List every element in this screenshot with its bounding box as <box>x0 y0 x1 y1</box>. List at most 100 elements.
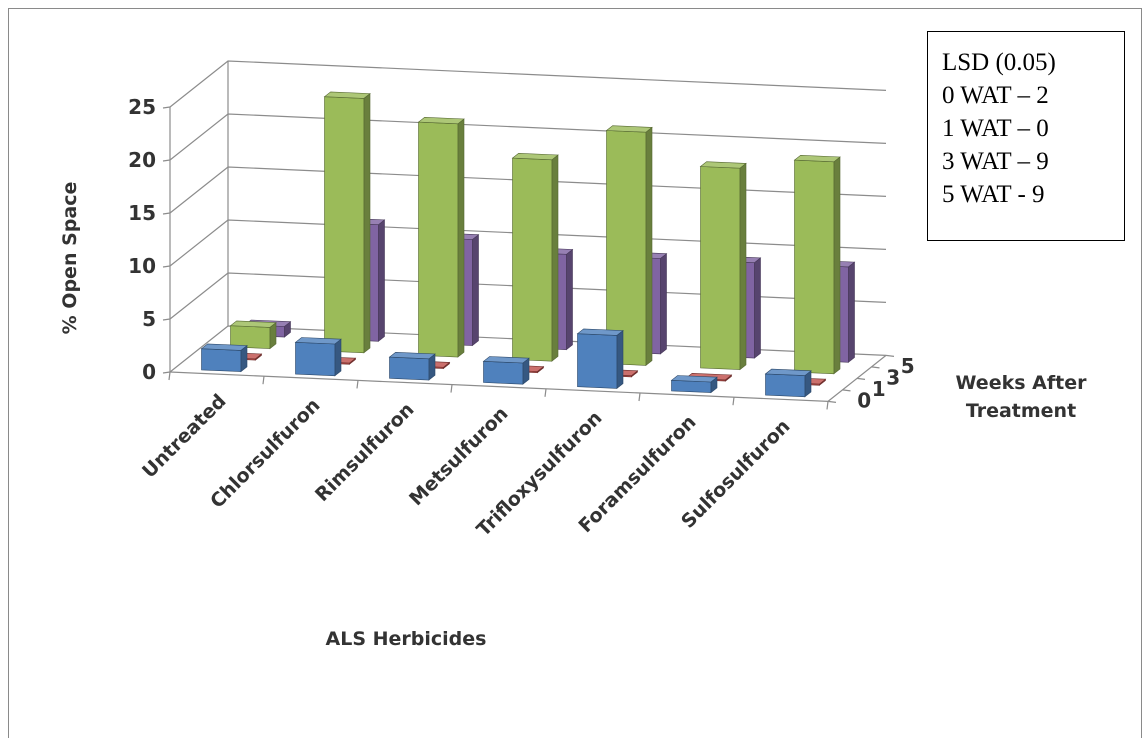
y-tick-mark <box>162 106 171 109</box>
bar-0-sulfosulfuron <box>764 368 812 398</box>
x-tick-mark <box>168 371 171 381</box>
x-tick-mark <box>638 392 641 402</box>
bar-3-metsulfuron <box>511 152 559 362</box>
depth-tick-label: 1 <box>872 377 886 401</box>
bar-side-face <box>739 162 747 371</box>
bar-0-chlorsulfuron <box>294 337 342 377</box>
bar-side-face <box>457 118 465 358</box>
y-tick-mark <box>162 212 171 215</box>
bar-top-face <box>699 161 747 169</box>
bar-3-trifloxysulfuron <box>605 125 653 367</box>
bar-3-untreated <box>229 320 277 350</box>
bar-top-face <box>764 368 812 376</box>
bar-side-face <box>833 156 841 375</box>
y-tick-mark <box>162 318 171 321</box>
chart-frame <box>8 8 1142 738</box>
depth-tick-mark <box>885 354 895 357</box>
y-axis-title: % Open Space <box>59 182 81 335</box>
bar-front-face <box>765 373 806 398</box>
bar-3-sulfosulfuron <box>793 154 841 375</box>
depth-tick-mark <box>827 400 837 403</box>
bar-side-face <box>551 154 559 362</box>
bar-side-face <box>566 248 573 351</box>
depth-tick-label: 3 <box>886 366 900 390</box>
lsd-annotation-box: LSD (0.05) 0 WAT – 2 1 WAT – 0 3 WAT – 9… <box>927 31 1125 241</box>
bar-top-face <box>511 152 559 161</box>
y-tick-label: 20 <box>128 148 156 172</box>
bar-top-face <box>323 91 371 99</box>
depth-tick-label: 0 <box>857 389 871 413</box>
bar-front-face <box>389 356 430 381</box>
bar-0-rimsulfuron <box>388 351 436 381</box>
bar-top-face <box>576 328 624 336</box>
x-axis-title: ALS Herbicides <box>326 628 487 650</box>
depth-tick-label: 5 <box>901 354 915 378</box>
depth-tick-mark <box>842 389 851 392</box>
y-tick-label: 0 <box>142 360 156 384</box>
bar-0-untreated <box>200 343 248 373</box>
bar-3-chlorsulfuron <box>323 91 371 354</box>
bar-front-face <box>324 96 365 354</box>
bar-front-face <box>512 157 553 362</box>
bar-front-face <box>295 341 336 377</box>
lsd-3-wat: 3 WAT – 9 <box>942 148 1049 175</box>
y-tick-mark <box>162 265 171 268</box>
bar-side-face <box>334 338 342 377</box>
bar-top-face <box>229 320 277 328</box>
bar-front-face <box>577 333 618 389</box>
depth-tick-mark <box>871 366 880 369</box>
bar-0-metsulfuron <box>482 356 530 385</box>
y-tick-label: 25 <box>128 95 156 119</box>
bar-side-face <box>660 253 667 355</box>
bar-top-face <box>294 337 342 345</box>
gridline <box>169 60 887 108</box>
y-tick-label: 15 <box>128 201 156 225</box>
gridline <box>169 113 887 161</box>
bar-top-face <box>605 125 653 133</box>
lsd-title: LSD (0.05) <box>942 49 1056 76</box>
bar-3-foramsulfuron <box>699 161 747 371</box>
y-tick-label: 10 <box>128 254 156 278</box>
lsd-5-wat: 5 WAT - 9 <box>942 181 1045 208</box>
bar-front-face <box>483 360 524 385</box>
bar-side-face <box>363 92 371 354</box>
x-tick-mark <box>544 388 547 397</box>
y-tick-mark <box>162 159 171 162</box>
bar-front-face <box>700 166 741 370</box>
bar-0-foramsulfuron <box>670 375 718 394</box>
x-tick-mark <box>826 401 829 410</box>
x-tick-mark <box>262 376 265 385</box>
bar-side-face <box>378 219 385 342</box>
x-tick-mark <box>450 384 453 393</box>
bar-top-face <box>793 154 841 163</box>
bar-side-face <box>848 261 855 363</box>
bar-side-face <box>645 126 653 367</box>
bar-front-face <box>201 348 242 372</box>
bar-top-face <box>200 343 248 351</box>
bar-0-trifloxysulfuron <box>576 328 624 390</box>
bar-top-face <box>417 116 465 125</box>
bar-top-face <box>388 351 436 360</box>
x-tick-mark <box>356 380 359 389</box>
bar-side-face <box>754 257 761 359</box>
x-tick-label: Rimsulfuron <box>311 398 419 506</box>
x-tick-label: Sulfosulfuron <box>677 415 794 532</box>
bar-front-face <box>671 379 712 393</box>
y-tick-label: 5 <box>142 307 156 331</box>
bar-top-face <box>670 375 718 383</box>
lsd-1-wat: 1 WAT – 0 <box>942 115 1049 142</box>
bar-side-face <box>472 234 479 347</box>
depth-tick-mark <box>856 377 866 380</box>
y-tick-mark <box>162 371 171 374</box>
depth-axis-title: Weeks After Treatment <box>956 372 1088 422</box>
bar-front-face <box>794 159 835 375</box>
x-tick-label: Untreated <box>138 390 230 482</box>
bar-side-face <box>616 329 624 390</box>
x-tick-mark <box>732 397 735 406</box>
bar-top-face <box>482 356 530 364</box>
lsd-0-wat: 0 WAT – 2 <box>942 82 1049 109</box>
x-tick-label: Metsulfuron <box>405 403 512 510</box>
bar-front-face <box>418 121 459 358</box>
bar-3-rimsulfuron <box>417 116 465 358</box>
